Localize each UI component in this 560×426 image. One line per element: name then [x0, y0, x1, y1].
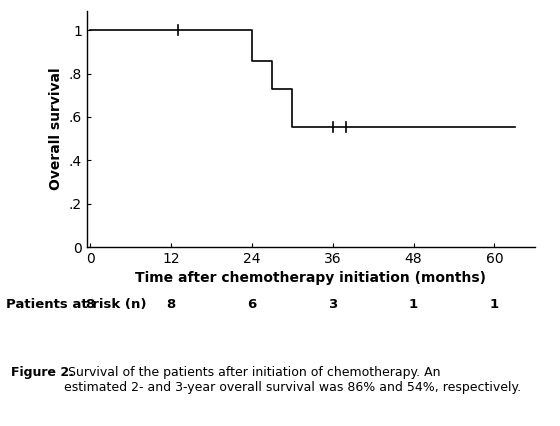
Y-axis label: Overall survival: Overall survival — [49, 68, 63, 190]
Text: 8: 8 — [166, 298, 176, 311]
Text: 3: 3 — [328, 298, 337, 311]
Text: Figure 2.: Figure 2. — [11, 366, 74, 380]
Text: 8: 8 — [86, 298, 95, 311]
Text: 6: 6 — [247, 298, 256, 311]
Text: 1: 1 — [490, 298, 499, 311]
Text: Patients at risk (n): Patients at risk (n) — [6, 298, 146, 311]
Text: 1: 1 — [409, 298, 418, 311]
X-axis label: Time after chemotherapy initiation (months): Time after chemotherapy initiation (mont… — [136, 271, 486, 285]
Text: Survival of the patients after initiation of chemotherapy. An
estimated 2- and 3: Survival of the patients after initiatio… — [64, 366, 521, 394]
